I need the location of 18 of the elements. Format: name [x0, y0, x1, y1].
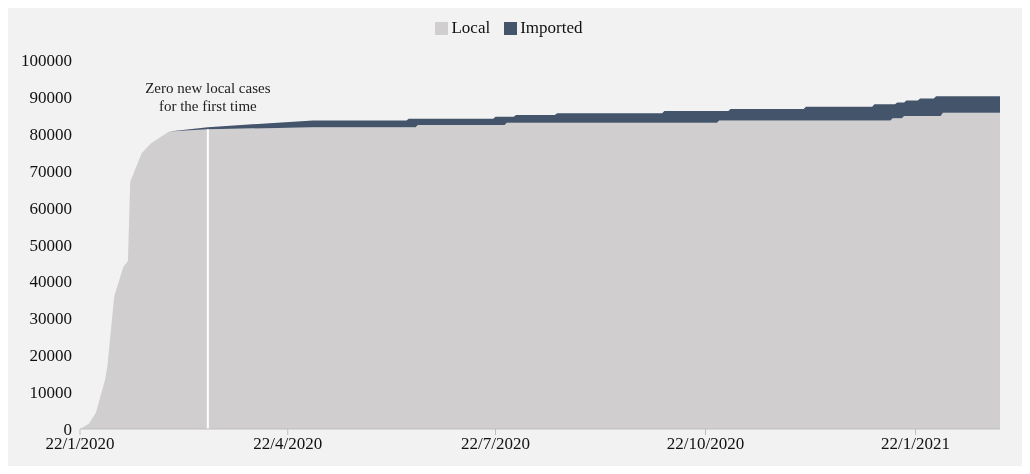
y-tick-label: 80000: [29, 124, 72, 144]
x-tick-label: 22/1/2020: [45, 434, 115, 454]
y-tick-label: 70000: [29, 161, 72, 181]
y-tick-label: 60000: [29, 198, 72, 218]
x-tick-label: 22/7/2020: [461, 434, 530, 454]
legend-label: Local: [450, 18, 491, 38]
y-tick-label: 40000: [29, 272, 72, 292]
x-tick-label: 22/4/2020: [253, 434, 323, 454]
y-tick-label: 10000: [29, 383, 72, 403]
ref-line-label: Zero new local cases for the first time: [145, 80, 271, 115]
legend-label: Imported: [519, 18, 583, 38]
y-tick-label: 100000: [21, 51, 72, 71]
x-tick-label: 22/1/2021: [881, 434, 951, 454]
x-tick-label: 22/10/2020: [666, 434, 745, 454]
y-tick-label: 30000: [29, 309, 72, 329]
y-tick-label: 20000: [29, 346, 72, 366]
y-tick-label: 90000: [29, 87, 72, 107]
y-tick-label: 50000: [29, 235, 72, 255]
